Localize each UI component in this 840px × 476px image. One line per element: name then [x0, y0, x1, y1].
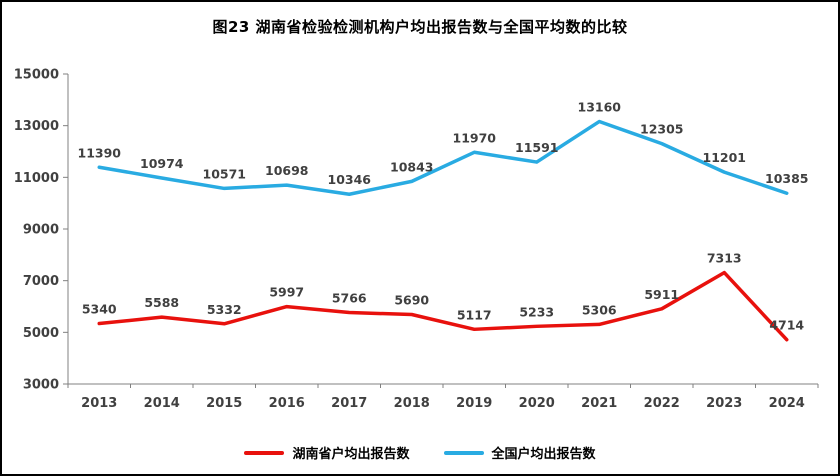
- svg-text:10385: 10385: [765, 171, 809, 186]
- svg-text:2018: 2018: [394, 396, 430, 411]
- svg-text:2019: 2019: [456, 396, 492, 411]
- x-axis-labels: 2013 2014 2015 2016 2017 2018 2019 2020 2021 2022…: [81, 396, 805, 411]
- chart-title: 图23 湖南省检验检测机构户均出报告数与全国平均数的比较: [212, 18, 628, 36]
- svg-text:5911: 5911: [644, 287, 679, 302]
- svg-text:5766: 5766: [332, 291, 367, 306]
- svg-text:7313: 7313: [707, 251, 742, 266]
- svg-text:11591: 11591: [515, 140, 559, 155]
- svg-text:9000: 9000: [23, 223, 59, 238]
- svg-text:11970: 11970: [453, 130, 497, 145]
- svg-text:10843: 10843: [390, 159, 434, 174]
- svg-text:5690: 5690: [394, 293, 429, 308]
- svg-text:5233: 5233: [519, 304, 554, 319]
- chart-legend: 湖南省户均出报告数 全国户均出报告数: [2, 443, 838, 462]
- svg-text:2016: 2016: [269, 396, 305, 411]
- svg-text:15000: 15000: [14, 68, 59, 83]
- series-line-1: [97, 119, 789, 196]
- svg-text:10698: 10698: [265, 163, 309, 178]
- legend-item-hunan: 湖南省户均出报告数: [244, 443, 410, 462]
- svg-text:5588: 5588: [144, 295, 179, 310]
- svg-text:4714: 4714: [769, 318, 804, 333]
- legend-line-hunan-icon: [244, 450, 285, 455]
- svg-text:12305: 12305: [640, 122, 684, 137]
- svg-text:5332: 5332: [207, 302, 242, 317]
- svg-text:2022: 2022: [644, 396, 680, 411]
- svg-text:11390: 11390: [78, 145, 122, 160]
- legend-item-national: 全国户均出报告数: [443, 443, 596, 462]
- svg-text:2020: 2020: [519, 396, 555, 411]
- legend-label-national: 全国户均出报告数: [491, 447, 596, 462]
- svg-text:2013: 2013: [81, 396, 117, 411]
- svg-text:11000: 11000: [14, 171, 59, 186]
- axes: [63, 73, 819, 388]
- y-axis-labels: 3000 5000 7000 9000 11000 13000 15000: [14, 68, 59, 393]
- svg-text:5340: 5340: [82, 302, 117, 317]
- svg-text:2024: 2024: [769, 396, 805, 411]
- svg-text:5117: 5117: [457, 307, 492, 322]
- svg-text:11201: 11201: [703, 150, 747, 165]
- svg-text:2014: 2014: [144, 396, 180, 411]
- svg-text:2017: 2017: [331, 396, 367, 411]
- legend-label-hunan: 湖南省户均出报告数: [292, 447, 410, 462]
- svg-text:2023: 2023: [706, 396, 742, 411]
- svg-text:2015: 2015: [206, 396, 242, 411]
- svg-text:5306: 5306: [582, 302, 617, 317]
- series-line-0: [97, 270, 789, 342]
- svg-text:7000: 7000: [23, 274, 59, 289]
- series-data-labels-0: 5340 5588 5332 5997 5766 5690 5117 5233 5306 5911…: [82, 251, 805, 333]
- series-data-labels-1: 11390 10974 10571 10698 10346 10843 11970 11591…: [78, 100, 809, 188]
- svg-text:13000: 13000: [14, 119, 59, 134]
- svg-text:10974: 10974: [140, 156, 184, 171]
- svg-text:10346: 10346: [328, 172, 372, 187]
- legend-line-national-icon: [443, 450, 484, 455]
- svg-text:3000: 3000: [23, 378, 59, 393]
- svg-text:5997: 5997: [269, 285, 304, 300]
- svg-text:10571: 10571: [203, 166, 247, 181]
- svg-text:2021: 2021: [581, 396, 617, 411]
- svg-text:5000: 5000: [23, 326, 59, 341]
- svg-text:13160: 13160: [578, 100, 622, 115]
